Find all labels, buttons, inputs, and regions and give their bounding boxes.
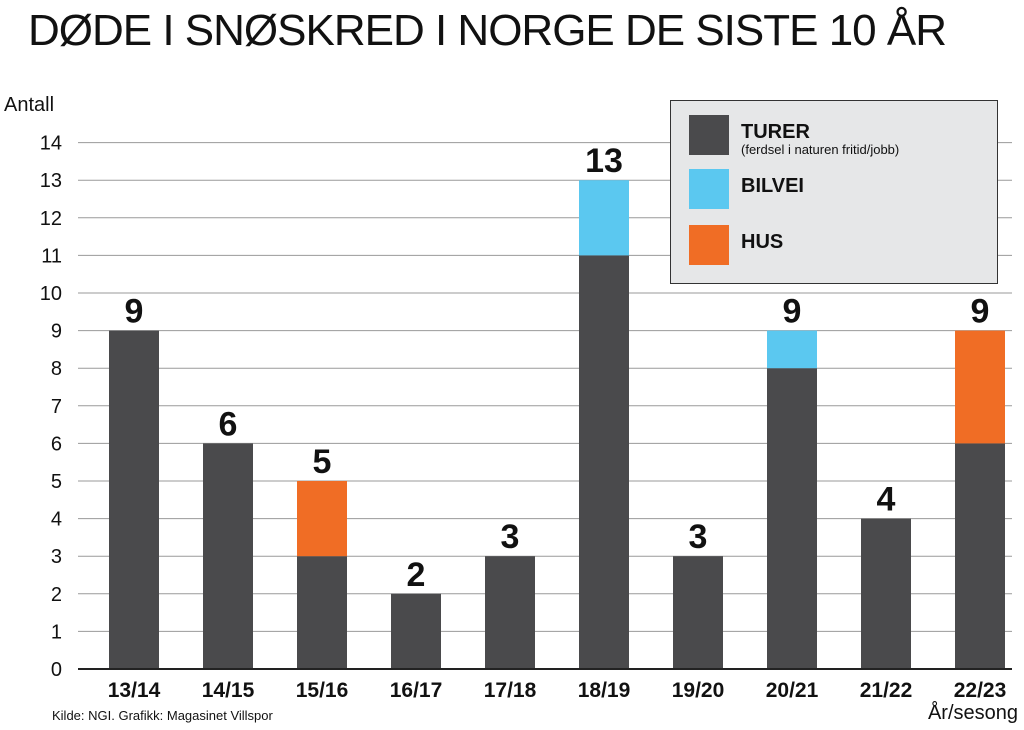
y-tick-label: 11	[41, 245, 62, 267]
legend-sublabel-turer: (ferdsel i naturen fritid/jobb)	[741, 142, 900, 157]
legend-label-hus: HUS	[741, 231, 784, 253]
x-tick-label: 22/23	[954, 679, 1007, 702]
x-tick-label: 14/15	[202, 679, 255, 702]
y-tick-label: 9	[51, 321, 62, 343]
y-tick-label: 7	[51, 396, 62, 418]
bar-segment-hus	[955, 330, 1005, 444]
bar-segment-turer	[485, 556, 535, 669]
bar-total-label: 2	[407, 556, 426, 594]
y-tick-label: 8	[51, 358, 62, 380]
bar-total-label: 3	[689, 518, 708, 556]
x-tick-label: 21/22	[860, 679, 913, 702]
bar-segment-turer	[203, 443, 253, 669]
x-tick-label: 18/19	[578, 679, 631, 702]
legend-swatch-turer	[689, 115, 729, 155]
x-axis-label: År/sesong	[927, 702, 1018, 724]
legend-label-bilvei: BILVEI	[741, 175, 804, 197]
legend-swatch-bilvei	[689, 169, 729, 209]
legend: TURER (ferdsel i naturen fritid/jobb) BI…	[670, 100, 998, 284]
x-tick-label: 15/16	[296, 679, 349, 702]
bar-segment-turer	[391, 593, 441, 669]
x-tick-label: 17/18	[484, 679, 537, 702]
bar-segment-turer	[767, 368, 817, 669]
bar-total-label: 4	[877, 481, 896, 519]
bar-segment-bilvei	[767, 330, 817, 369]
y-tick-label: 4	[51, 509, 62, 531]
bar-total-label: 13	[585, 142, 623, 180]
x-tick-label: 13/14	[108, 679, 161, 702]
y-tick-label: 3	[51, 546, 62, 568]
y-tick-label: 5	[51, 471, 62, 493]
bar-total-label: 3	[501, 518, 520, 556]
bar-segment-turer	[861, 518, 911, 669]
y-tick-label: 6	[51, 433, 62, 455]
y-axis-label: Antall	[4, 94, 55, 116]
bar-segment-turer	[579, 255, 629, 669]
y-tick-label: 2	[51, 584, 62, 606]
chart-title: DØDE I SNØSKRED I NORGE DE SISTE 10 ÅR	[28, 6, 947, 55]
y-tick-label: 10	[40, 283, 62, 305]
y-tick-label: 13	[40, 170, 62, 192]
bar-segment-bilvei	[579, 180, 629, 256]
bar-segment-turer	[297, 556, 347, 669]
x-tick-label: 20/21	[766, 679, 819, 702]
bar-total-label: 6	[219, 405, 238, 443]
bar-total-label: 9	[783, 293, 802, 331]
source-note: Kilde: NGI. Grafikk: Magasinet Villspor	[52, 708, 273, 723]
bar-segment-turer	[673, 556, 723, 669]
legend-label-turer: TURER	[741, 121, 810, 143]
bar-total-label: 9	[125, 293, 144, 331]
legend-swatch-hus	[689, 225, 729, 265]
bar-segment-hus	[297, 481, 347, 557]
bar-segment-turer	[955, 443, 1005, 669]
y-tick-label: 14	[40, 133, 62, 155]
x-tick-label: 19/20	[672, 679, 725, 702]
bar-total-label: 9	[971, 293, 990, 331]
y-tick-label: 1	[51, 621, 62, 643]
x-tick-label: 16/17	[390, 679, 443, 702]
bar-total-label: 5	[313, 443, 332, 481]
y-tick-label: 0	[51, 659, 62, 681]
y-tick-label: 12	[40, 208, 62, 230]
bar-segment-turer	[109, 330, 159, 669]
